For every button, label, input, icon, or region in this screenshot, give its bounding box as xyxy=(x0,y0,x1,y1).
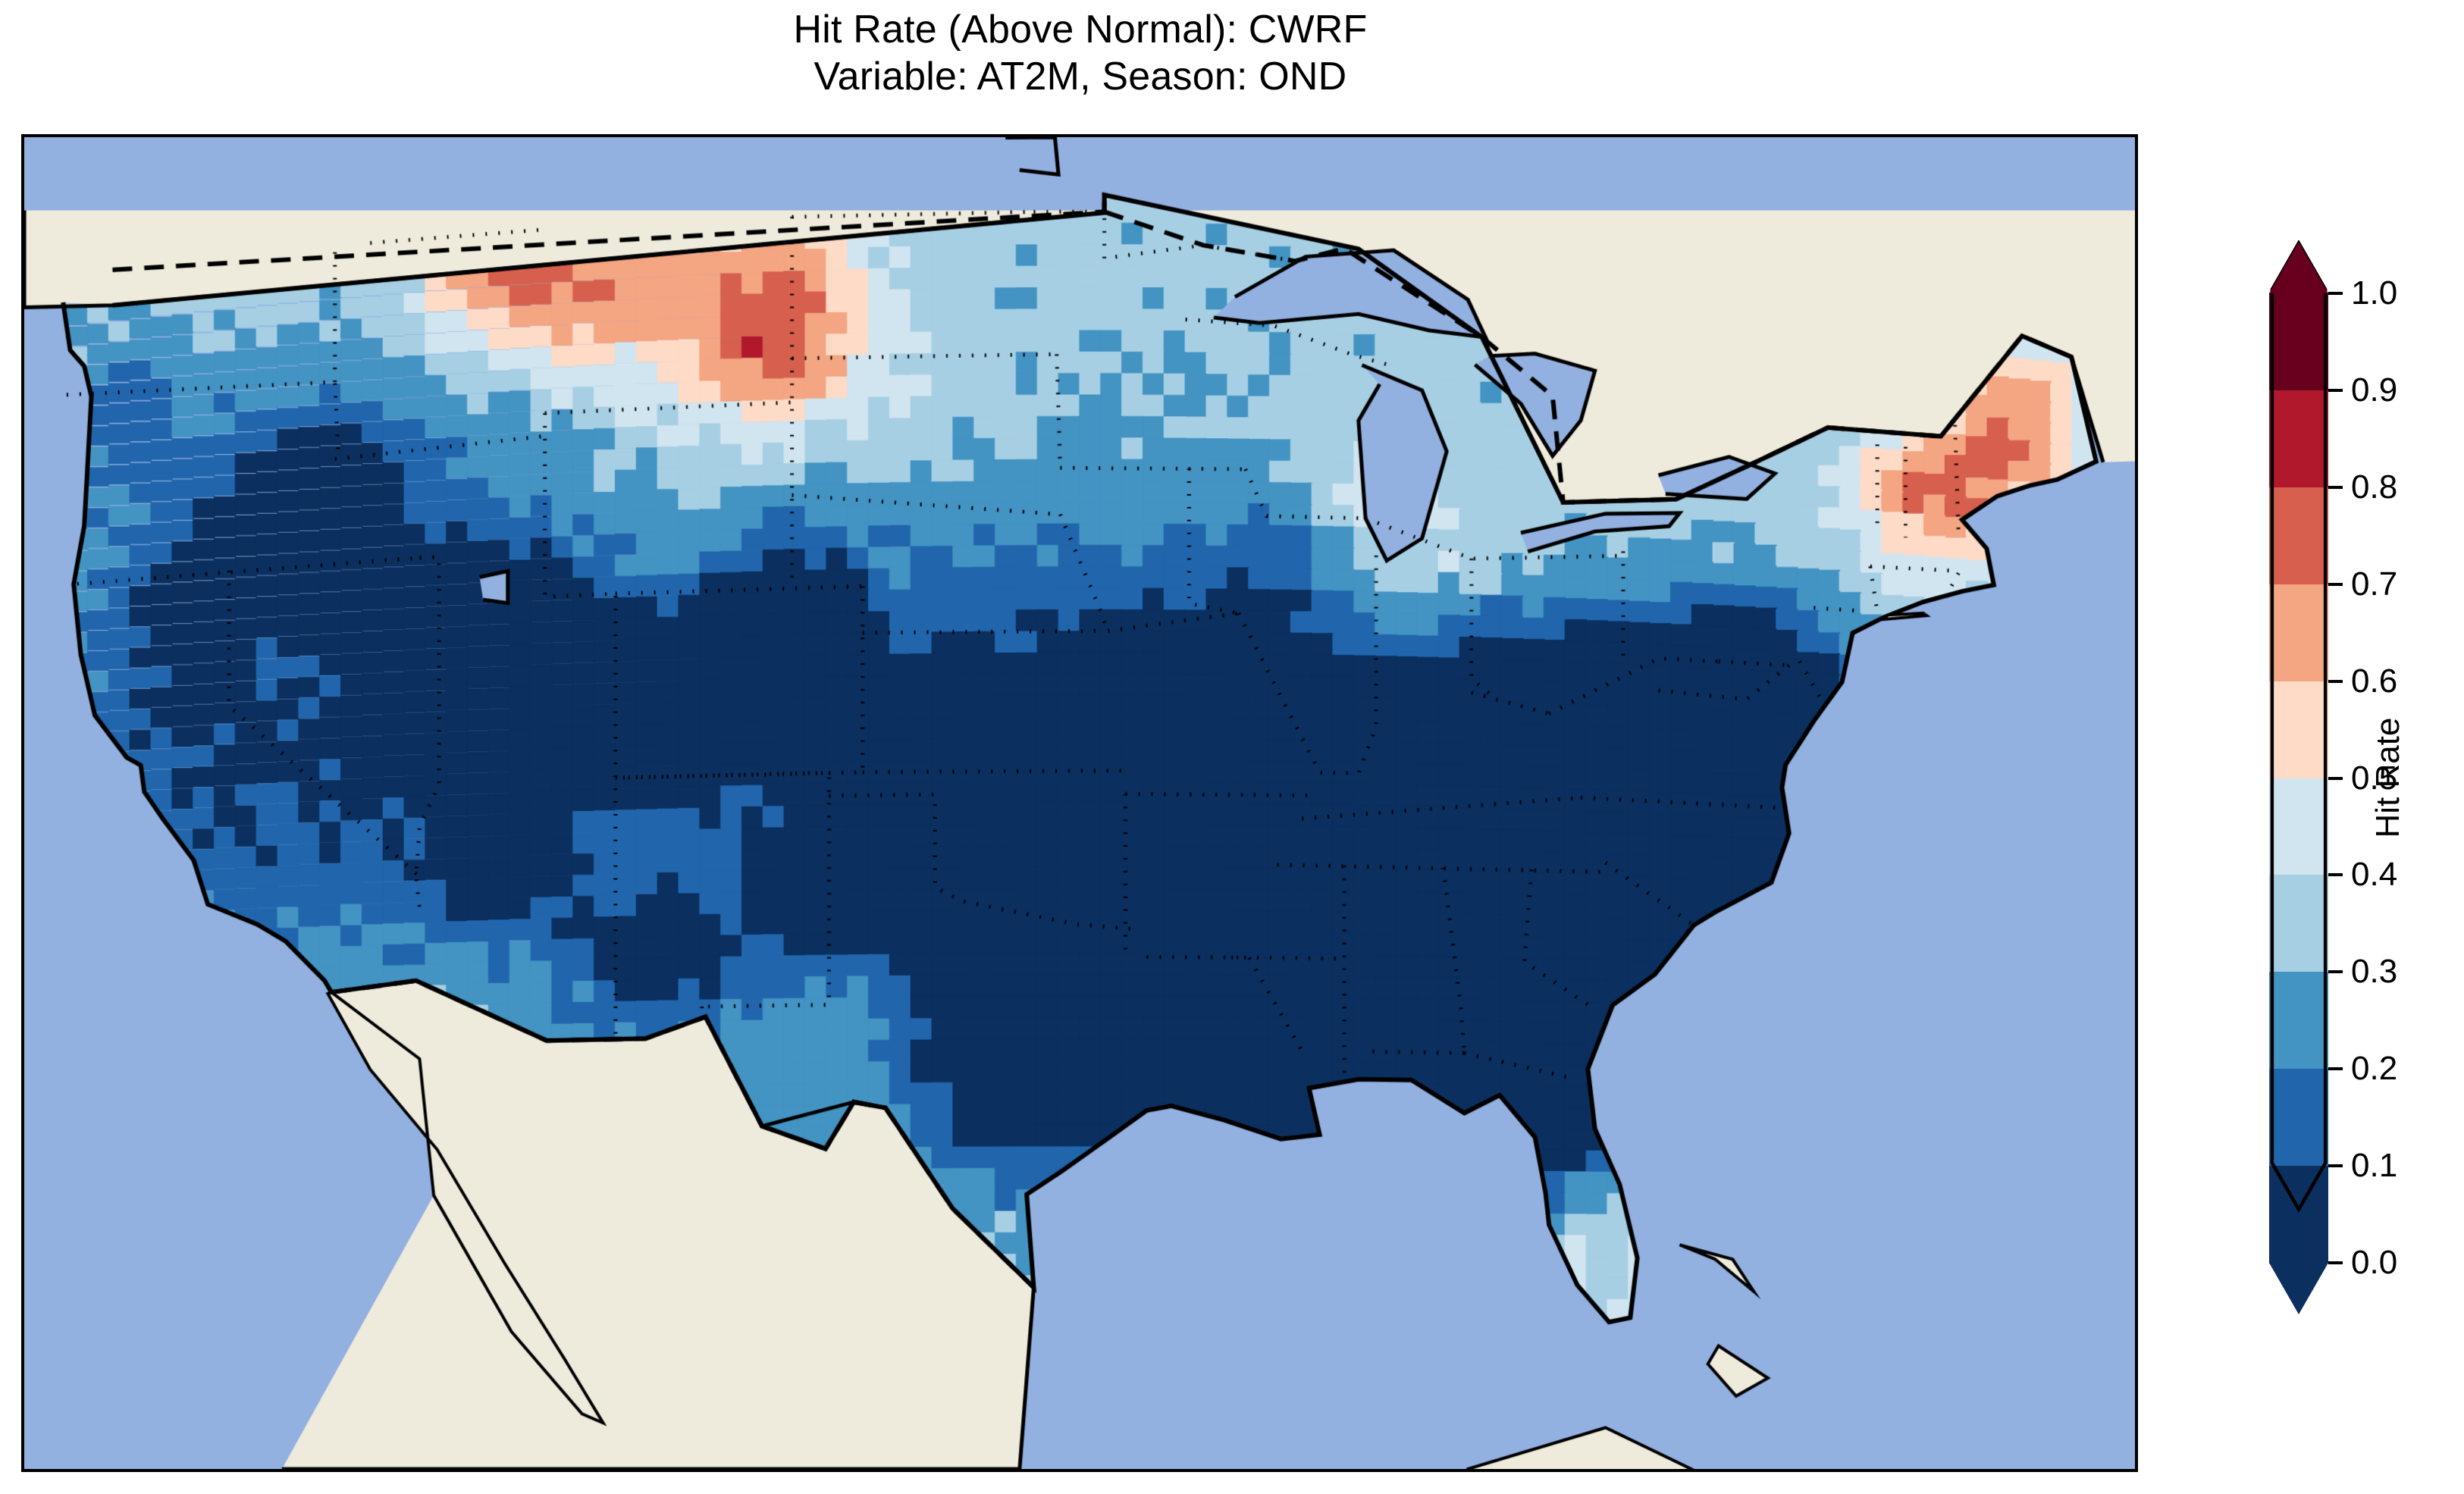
colorbar-tick-label-1.0: 1.0 xyxy=(2351,274,2398,312)
colorbar-tick-label-0.7: 0.7 xyxy=(2351,565,2398,603)
colorbar-band-0.3-0.4 xyxy=(2269,875,2328,973)
colorbar-tick-mark xyxy=(2328,679,2343,683)
colorbar-tick-mark xyxy=(2328,776,2343,780)
colorbar-tick-mark xyxy=(2328,873,2343,877)
colorbar-over-arrow xyxy=(2269,242,2328,293)
colorbar-bands xyxy=(2269,293,2328,1264)
colorbar-band-0.7-0.8 xyxy=(2269,487,2328,585)
colorbar-tick-mark xyxy=(2328,970,2343,974)
colorbar-tick-mark xyxy=(2328,1067,2343,1071)
colorbar-band-0.4-0.5 xyxy=(2269,778,2328,875)
colorbar-tick-mark xyxy=(2328,292,2343,295)
colorbar-band-0.5-0.6 xyxy=(2269,681,2328,779)
colorbar-tick-mark xyxy=(2328,582,2343,586)
colorbar: 1.0 0.9 0.8 0.7 0.6 0.5 0.4 0.3 0.2 0.1 0.0 xyxy=(2269,240,2397,1314)
colorbar-tick-label-0.4: 0.4 xyxy=(2351,856,2398,894)
map-plot-area xyxy=(21,134,2138,1472)
colorbar-tick-label-0.2: 0.2 xyxy=(2351,1050,2398,1088)
colorbar-under-arrow xyxy=(2269,1263,2328,1314)
colorbar-tick-label-0.8: 0.8 xyxy=(2351,468,2398,506)
colorbar-band-0.1-0.2 xyxy=(2269,1069,2328,1167)
colorbar-band-0.8-0.9 xyxy=(2269,390,2328,488)
colorbar-tick-label-0.3: 0.3 xyxy=(2351,953,2398,991)
colorbar-axis-label: Hit Rate xyxy=(2369,717,2406,838)
colorbar-tick-label-0.0: 0.0 xyxy=(2351,1244,2398,1281)
colorbar-band-0.0-0.1 xyxy=(2269,1166,2328,1264)
colorbar-tick-label-0.6: 0.6 xyxy=(2351,662,2398,700)
hit-rate-heatmap-canvas xyxy=(24,137,2135,1469)
colorbar-tick-mark xyxy=(2328,388,2343,392)
colorbar-tick-label-0.9: 0.9 xyxy=(2351,371,2398,409)
colorbar-band-0.6-0.7 xyxy=(2269,584,2328,682)
page-title: Hit Rate (Above Normal): CWRF Variable: … xyxy=(793,8,1368,99)
colorbar-tick-mark xyxy=(2328,1164,2343,1168)
colorbar-band-0.9-1.0 xyxy=(2269,293,2328,391)
colorbar-tick-label-0.1: 0.1 xyxy=(2351,1147,2398,1185)
colorbar-band-0.2-0.3 xyxy=(2269,972,2328,1070)
colorbar-tick-label-0.5: 0.5 xyxy=(2351,759,2398,797)
colorbar-tick-mark xyxy=(2328,485,2343,489)
colorbar-ticks: 1.0 0.9 0.8 0.7 0.6 0.5 0.4 0.3 0.2 0.1 0.0 xyxy=(2328,277,2464,1279)
colorbar-tick-mark xyxy=(2328,1261,2343,1264)
